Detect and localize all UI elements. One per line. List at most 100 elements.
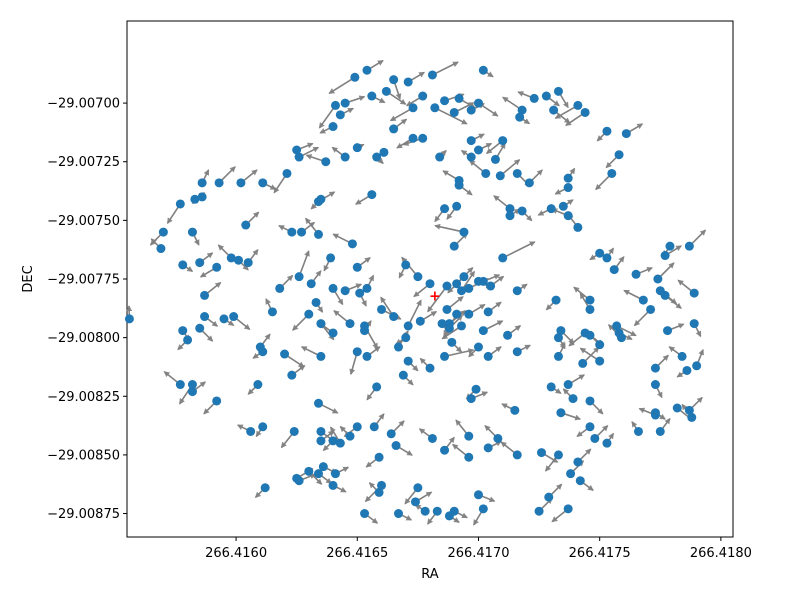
data-point	[369, 422, 379, 432]
velocity-arrow	[328, 76, 356, 94]
data-point	[512, 450, 522, 460]
data-point	[595, 340, 605, 350]
data-point	[609, 265, 619, 275]
data-point	[425, 279, 435, 289]
data-point	[483, 351, 493, 361]
data-point	[340, 152, 350, 162]
data-point	[478, 65, 488, 75]
data-point	[350, 72, 360, 82]
data-point	[253, 380, 263, 390]
data-point	[393, 342, 403, 352]
arrows-layer	[126, 59, 707, 526]
data-point	[410, 497, 420, 507]
data-point	[326, 253, 336, 263]
data-point	[403, 321, 413, 331]
data-point	[372, 382, 382, 392]
data-point	[372, 152, 382, 162]
data-point	[440, 445, 450, 455]
data-point	[360, 509, 370, 519]
data-point	[466, 152, 476, 162]
data-point	[631, 269, 641, 279]
y-axis-label: DEC	[21, 265, 36, 292]
data-point	[466, 136, 476, 146]
data-point	[440, 96, 450, 106]
y-tick-label: −29.00700	[47, 97, 120, 112]
data-point	[234, 255, 244, 265]
data-point	[345, 431, 355, 441]
data-point	[292, 145, 302, 155]
data-point	[663, 326, 673, 336]
data-point	[563, 183, 573, 193]
data-point	[449, 241, 459, 251]
x-tick-label: 266.4170	[447, 546, 509, 561]
data-point	[328, 122, 338, 132]
data-point	[473, 98, 483, 108]
y-tick-label: −29.00775	[47, 273, 120, 288]
data-point	[328, 436, 338, 446]
data-point	[457, 286, 467, 296]
data-point	[401, 260, 411, 270]
data-point	[258, 178, 268, 188]
data-point	[425, 363, 435, 373]
data-point	[684, 241, 694, 251]
x-tick-label: 266.4165	[326, 546, 388, 561]
data-point	[195, 323, 205, 333]
data-point	[665, 241, 675, 251]
data-point	[440, 351, 450, 361]
data-point	[566, 469, 576, 479]
data-point	[563, 211, 573, 221]
data-point	[580, 107, 590, 117]
data-point	[381, 86, 391, 96]
data-point	[318, 462, 328, 472]
data-point	[495, 171, 505, 181]
data-point	[321, 157, 331, 167]
data-point	[187, 380, 197, 390]
data-point	[435, 152, 445, 162]
data-point	[454, 93, 464, 103]
data-point	[178, 326, 188, 336]
data-point	[316, 194, 326, 204]
data-point	[175, 199, 185, 209]
data-point	[590, 433, 600, 443]
data-point	[510, 405, 520, 415]
data-point	[267, 307, 277, 317]
data-point	[505, 204, 515, 214]
data-point	[330, 100, 340, 110]
data-point	[529, 93, 539, 103]
data-point	[578, 358, 588, 368]
data-point	[316, 426, 326, 436]
data-point	[178, 260, 188, 270]
data-point	[360, 326, 370, 336]
data-point	[505, 211, 515, 221]
data-point	[612, 321, 622, 331]
data-point	[498, 136, 508, 146]
data-point	[442, 281, 452, 291]
data-point	[420, 506, 430, 516]
data-point	[449, 107, 459, 117]
data-point	[377, 480, 387, 490]
data-point	[585, 330, 595, 340]
data-point	[692, 361, 702, 371]
data-point	[546, 204, 556, 214]
data-point	[195, 258, 205, 268]
y-tick-label: −29.00825	[47, 390, 120, 405]
data-point	[352, 347, 362, 357]
data-point	[352, 262, 362, 272]
data-point	[377, 304, 387, 314]
data-point	[328, 283, 338, 293]
data-point	[452, 279, 462, 289]
center-marker-layer: +	[429, 288, 441, 304]
data-point	[289, 426, 299, 436]
data-point	[585, 304, 595, 314]
data-point	[442, 304, 452, 314]
data-point	[454, 180, 464, 190]
data-point	[275, 283, 285, 293]
data-point	[408, 103, 418, 113]
data-point	[389, 75, 399, 85]
data-point	[427, 433, 437, 443]
data-point	[316, 436, 326, 446]
data-point	[558, 201, 568, 211]
data-point	[466, 394, 476, 404]
data-point	[418, 133, 428, 143]
